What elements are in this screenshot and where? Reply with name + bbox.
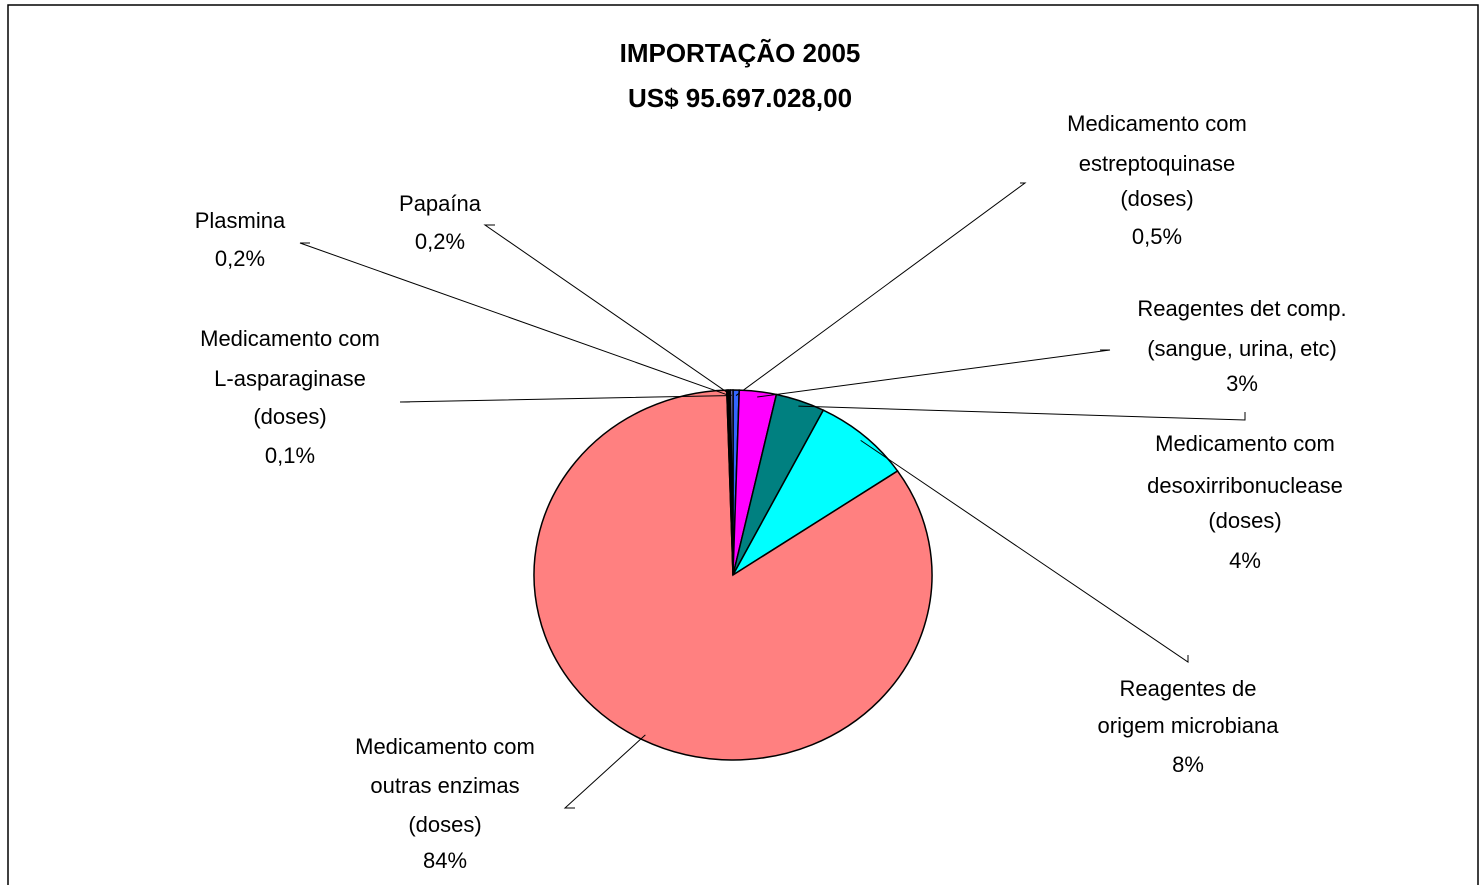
slice-label: desoxirribonuclease	[1147, 473, 1343, 498]
chart-subtitle: US$ 95.697.028,00	[628, 83, 852, 113]
slice-label: Plasmina	[195, 208, 286, 233]
slice-label: Medicamento com	[200, 326, 380, 351]
value-label: 84%	[423, 848, 467, 873]
value-label: 0,5%	[1132, 224, 1182, 249]
value-label: 0,2%	[215, 246, 265, 271]
slice-label: Papaína	[399, 191, 482, 216]
slice-label: (doses)	[253, 404, 326, 429]
slice-label: (doses)	[408, 812, 481, 837]
leader-line	[399, 395, 728, 403]
pie-slice	[533, 389, 933, 761]
slice-label: (doses)	[1208, 508, 1281, 533]
slice-label: Medicamento com	[1067, 111, 1247, 136]
value-label: 0,1%	[265, 443, 315, 468]
slice-label: Reagentes det comp.	[1137, 296, 1346, 321]
slice-label: Reagentes de	[1120, 676, 1257, 701]
value-label: 3%	[1226, 371, 1258, 396]
leader-line	[798, 405, 1246, 421]
slice-label: outras enzimas	[370, 773, 519, 798]
slice-label: estreptoquinase	[1079, 151, 1236, 176]
slice-label: (sangue, urina, etc)	[1147, 336, 1337, 361]
chart-title: IMPORTAÇÃO 2005	[620, 38, 861, 68]
leader-line	[483, 224, 733, 396]
slice-label: origem microbiana	[1098, 713, 1280, 738]
value-label: 0,2%	[415, 229, 465, 254]
pie-slice	[730, 409, 899, 578]
value-label: 8%	[1172, 752, 1204, 777]
leader-line	[757, 349, 1111, 398]
pie-slice	[729, 389, 734, 576]
leader-line	[563, 734, 646, 809]
leader-line	[735, 182, 1027, 396]
slice-label: L-asparaginase	[214, 366, 366, 391]
slice-label: Medicamento com	[355, 734, 535, 759]
value-label: 4%	[1229, 548, 1261, 573]
leader-line	[299, 242, 730, 397]
leader-line	[860, 439, 1189, 663]
slice-label: (doses)	[1120, 186, 1193, 211]
slice-label: Medicamento com	[1155, 431, 1335, 456]
